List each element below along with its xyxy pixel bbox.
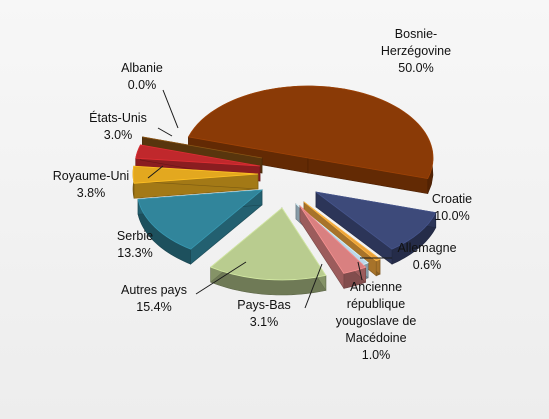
- leader-line: [304, 263, 323, 309]
- leader-line: [195, 261, 247, 295]
- leader-line: [357, 261, 363, 281]
- data-label: Allemagne 0.6%: [397, 241, 456, 272]
- labels-group: Bosnie-Herzégovine 50.0% Croatie 10.0% Allem…: [53, 27, 472, 362]
- leader-line: [147, 165, 164, 179]
- data-label: Bosnie-Herzégovine 50.0%: [381, 27, 451, 75]
- data-label: Autres pays 15.4%: [121, 283, 187, 314]
- slice-allemagne: [303, 201, 381, 277]
- data-label: États-Unis 3.0%: [89, 110, 147, 142]
- leader-line: [162, 89, 179, 129]
- data-label: Pays-Bas 3.1%: [237, 298, 291, 329]
- data-label: Royaume-Uni 3.8%: [53, 169, 129, 200]
- data-label: Croatie 10.0%: [432, 192, 472, 223]
- data-label: Serbie 13.3%: [117, 229, 153, 260]
- slice-serbie: [137, 189, 264, 265]
- slice-bosnie-herzegovine: [187, 85, 434, 194]
- slice-autres-pays: [209, 206, 327, 296]
- slices-group: [132, 85, 437, 296]
- slice-pays-bas: [299, 204, 367, 290]
- slice-croatie: [315, 191, 437, 265]
- leader-line: [157, 127, 173, 137]
- data-label: Ancienne république yougoslave de Macédoine…: [336, 280, 417, 362]
- slice-royaume-uni: [132, 165, 259, 199]
- leader-lines-group: [147, 89, 392, 309]
- data-label: Albanie 0.0%: [121, 61, 163, 92]
